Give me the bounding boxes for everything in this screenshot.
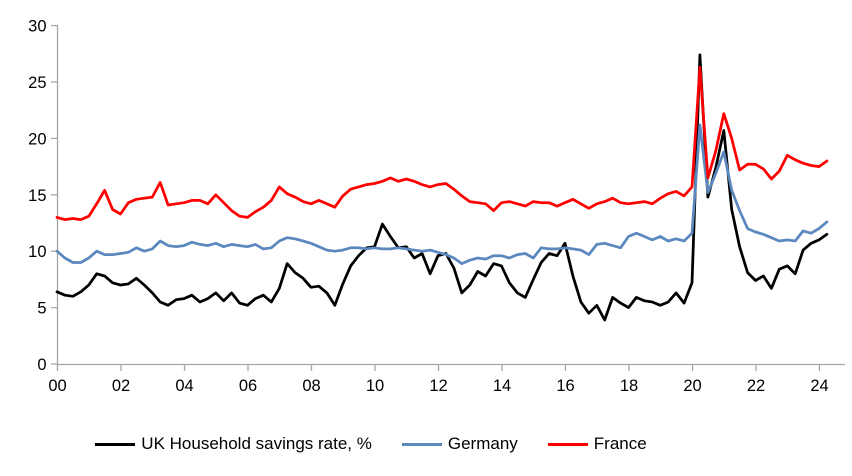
x-axis-label: 10 [366, 377, 384, 395]
legend-item-france: France [547, 434, 647, 454]
germany-line [55, 123, 829, 265]
y-axis-label: 25 [28, 74, 46, 92]
france-line [55, 65, 829, 221]
uk-line-swatch [95, 442, 136, 446]
x-axis-label: 04 [175, 377, 193, 395]
x-axis-label: 16 [556, 377, 574, 395]
y-axis-label: 30 [28, 18, 46, 36]
france-line-swatch [547, 442, 588, 446]
y-axis-label: 20 [28, 130, 46, 148]
x-axis-label: 22 [747, 377, 765, 395]
legend-item-uk: UK Household savings rate, % [95, 434, 372, 454]
legend-label-france: France [593, 434, 647, 453]
y-axis-label: 5 [37, 300, 46, 318]
legend: UK Household savings rate, % Germany Fra… [0, 421, 852, 467]
germany-line-swatch [401, 442, 442, 446]
axis-lines [56, 25, 845, 366]
legend-label-uk: UK Household savings rate, % [141, 434, 372, 453]
x-axis-label: 14 [493, 377, 511, 395]
y-axis-label: 10 [28, 243, 46, 261]
legend-item-germany: Germany [401, 434, 518, 454]
x-axis-label: 08 [302, 377, 320, 395]
x-axis-label: 20 [683, 377, 701, 395]
x-axis-label: 24 [810, 377, 828, 395]
y-axis-label: 15 [28, 187, 46, 205]
x-axis-label: 06 [239, 377, 257, 395]
x-axis-label: 02 [112, 377, 130, 395]
plot-area: 0 5 10 15 20 25 30 00 02 04 06 08 10 12 14 16 18 20 22 24 [28, 18, 845, 395]
x-axis-label: 00 [48, 377, 66, 395]
x-axis-label: 18 [620, 377, 638, 395]
x-axis-label: 12 [429, 377, 447, 395]
legend-label-germany: Germany [447, 434, 518, 453]
y-axis-label: 0 [37, 356, 46, 374]
